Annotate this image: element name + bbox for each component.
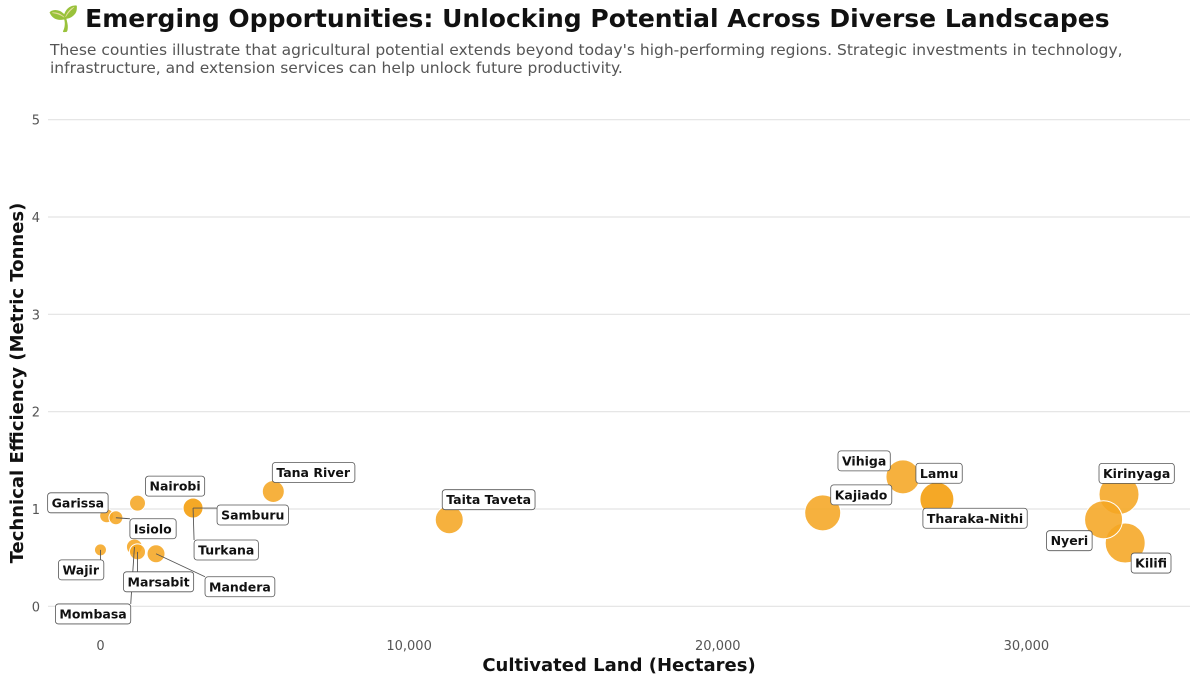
point-label-text: Tana River <box>276 465 351 480</box>
point-label: Nairobi <box>145 475 206 497</box>
y-tick-label: 0 <box>32 600 40 615</box>
y-axis-title: Technical Efficiency (Metric Tonnes) <box>7 203 28 564</box>
y-tick-label: 2 <box>32 406 40 421</box>
leader-line <box>192 508 195 541</box>
y-tick-label: 5 <box>32 114 40 129</box>
point-label-text: Kirinyaga <box>1103 466 1170 481</box>
data-point <box>1084 500 1124 540</box>
point-label: Garissa <box>47 492 109 514</box>
x-tick-label: 10,000 <box>386 639 432 654</box>
point-label-text: Wajir <box>62 562 99 577</box>
chart-title-text: Emerging Opportunities: Unlocking Potent… <box>85 4 1110 33</box>
leader-line <box>115 517 130 520</box>
point-label-text: Samburu <box>221 508 284 523</box>
point-label: Wajir <box>58 549 105 581</box>
point-label-text: Tharaka-Nithi <box>927 511 1023 526</box>
point-label-box <box>922 507 1028 529</box>
point-label-box <box>1130 552 1172 574</box>
point-label-box <box>271 462 356 483</box>
chart-title: 🌱 Emerging Opportunities: Unlocking Poten… <box>48 4 1110 34</box>
point-label: Mandera <box>155 553 276 598</box>
point-label-box <box>216 504 289 526</box>
point-label-box <box>1098 462 1175 484</box>
point-label: Kirinyaga <box>1098 462 1175 484</box>
point-label: Lamu <box>915 462 963 484</box>
point-label: Marsabit <box>123 551 195 593</box>
point-label-text: Mandera <box>209 579 271 594</box>
point-label-box <box>58 559 105 581</box>
point-label-box <box>1046 530 1093 552</box>
x-tick-label: 20,000 <box>695 639 741 654</box>
x-tick-label: 0 <box>96 639 104 654</box>
y-tick-label: 4 <box>32 211 40 226</box>
x-tick-label: 30,000 <box>1004 639 1050 654</box>
point-label-box <box>145 475 206 497</box>
data-point <box>129 494 147 512</box>
y-tick-label: 3 <box>32 308 40 323</box>
point-label-box <box>204 576 276 598</box>
point-label-text: Turkana <box>198 543 254 558</box>
point-label-box <box>47 492 109 514</box>
point-label-text: Nairobi <box>150 479 201 494</box>
leader-line <box>155 553 206 578</box>
seedling-icon: 🌱 <box>48 4 80 33</box>
point-label-box <box>129 518 177 540</box>
point-label: Taita Taveta <box>441 489 536 511</box>
y-tick-label: 1 <box>32 503 40 518</box>
point-label-box <box>441 489 536 511</box>
point-label: Turkana <box>192 508 259 561</box>
point-label: Vihiga <box>837 450 891 472</box>
point-label-box <box>915 462 963 484</box>
point-label: Nyeri <box>1046 530 1093 552</box>
point-label-text: Marsabit <box>128 574 190 589</box>
point-label: Kilifi <box>1130 552 1172 574</box>
point-label: Kajiado <box>830 484 893 506</box>
point-label-text: Kilifi <box>1135 556 1167 571</box>
point-label-box <box>837 450 891 472</box>
point-label-text: Lamu <box>920 466 958 481</box>
point-label: Tharaka-Nithi <box>922 507 1028 529</box>
data-point <box>261 479 285 503</box>
chart-subtitle: These counties illustrate that agricultu… <box>50 41 1123 77</box>
point-label-text: Taita Taveta <box>446 492 531 507</box>
point-label: Mombasa <box>55 546 135 625</box>
point-label-text: Isiolo <box>134 521 172 536</box>
point-label-text: Kajiado <box>835 487 888 502</box>
point-label: Isiolo <box>115 517 177 540</box>
point-label-box <box>830 484 893 506</box>
point-label-text: Vihiga <box>842 453 886 468</box>
point-label-text: Nyeri <box>1051 533 1089 548</box>
point-label: Samburu <box>193 504 289 526</box>
point-label: Tana River <box>271 462 356 483</box>
point-label-box <box>55 603 132 625</box>
point-label-box <box>193 539 259 561</box>
x-axis-title: Cultivated Land (Hectares) <box>482 655 755 676</box>
point-label-box <box>123 571 195 593</box>
point-label-text: Mombasa <box>59 606 126 621</box>
point-label-text: Garissa <box>52 495 104 510</box>
